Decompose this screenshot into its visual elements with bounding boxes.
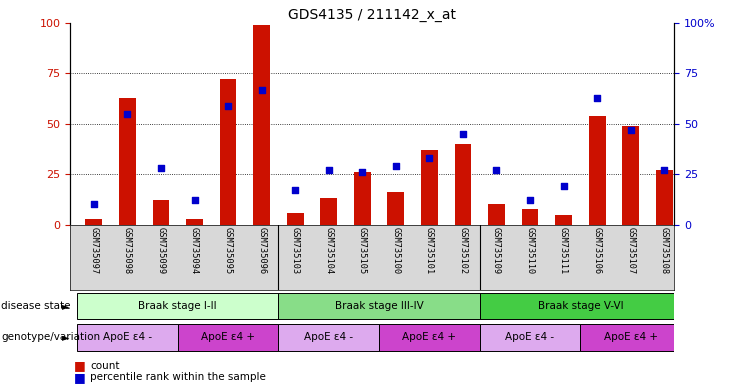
Text: GSM735107: GSM735107 <box>626 227 635 275</box>
Text: GSM735103: GSM735103 <box>290 227 299 275</box>
Point <box>88 202 100 208</box>
Text: GSM735101: GSM735101 <box>425 227 434 275</box>
Point <box>390 163 402 169</box>
Bar <box>279 324 379 351</box>
Bar <box>279 293 479 319</box>
Bar <box>421 150 438 225</box>
Text: ■: ■ <box>74 359 86 372</box>
Text: ApoE ε4 -: ApoE ε4 - <box>103 332 152 343</box>
Text: ApoE ε4 +: ApoE ε4 + <box>201 332 255 343</box>
Bar <box>153 200 170 225</box>
Bar <box>320 199 337 225</box>
Bar <box>656 170 673 225</box>
Point <box>491 167 502 173</box>
Text: GSM735108: GSM735108 <box>659 227 668 275</box>
Point <box>423 155 435 161</box>
Text: ►: ► <box>62 332 69 342</box>
Bar <box>479 293 681 319</box>
Text: GSM735098: GSM735098 <box>123 227 132 275</box>
Text: GSM735100: GSM735100 <box>391 227 400 275</box>
Text: ►: ► <box>62 301 69 311</box>
Bar <box>622 126 639 225</box>
Point <box>591 94 603 101</box>
Bar <box>388 192 405 225</box>
Bar <box>287 213 304 225</box>
Bar <box>77 324 178 351</box>
Bar <box>219 79 236 225</box>
Point <box>222 103 234 109</box>
Text: GSM735102: GSM735102 <box>459 227 468 275</box>
Point <box>524 197 536 204</box>
Text: GSM735109: GSM735109 <box>492 227 501 275</box>
Text: percentile rank within the sample: percentile rank within the sample <box>90 372 266 382</box>
Bar <box>354 172 370 225</box>
Point <box>457 131 469 137</box>
Bar <box>488 205 505 225</box>
Text: Braak stage III-IV: Braak stage III-IV <box>335 301 423 311</box>
Text: ApoE ε4 +: ApoE ε4 + <box>604 332 658 343</box>
Text: Braak stage I-II: Braak stage I-II <box>139 301 217 311</box>
Bar <box>555 215 572 225</box>
Point <box>558 183 570 189</box>
Text: GSM735096: GSM735096 <box>257 227 266 275</box>
Bar <box>253 25 270 225</box>
Bar <box>85 218 102 225</box>
Point <box>256 86 268 93</box>
Text: ApoE ε4 -: ApoE ε4 - <box>304 332 353 343</box>
Bar <box>379 324 479 351</box>
Title: GDS4135 / 211142_x_at: GDS4135 / 211142_x_at <box>288 8 456 22</box>
Text: GSM735110: GSM735110 <box>525 227 534 275</box>
Text: ■: ■ <box>74 371 86 384</box>
Point <box>189 197 201 204</box>
Bar <box>589 116 605 225</box>
Text: Braak stage V-VI: Braak stage V-VI <box>537 301 623 311</box>
Point <box>658 167 670 173</box>
Text: ApoE ε4 -: ApoE ε4 - <box>505 332 554 343</box>
Text: ApoE ε4 +: ApoE ε4 + <box>402 332 456 343</box>
Point <box>323 167 335 173</box>
Point <box>155 165 167 171</box>
Text: GSM735097: GSM735097 <box>90 227 99 275</box>
Bar <box>454 144 471 225</box>
Point <box>289 187 301 194</box>
Text: GSM735111: GSM735111 <box>559 227 568 275</box>
Bar <box>522 209 539 225</box>
Bar <box>186 218 203 225</box>
Text: GSM735105: GSM735105 <box>358 227 367 275</box>
Text: count: count <box>90 361 120 371</box>
Bar <box>580 324 681 351</box>
Bar <box>479 324 580 351</box>
Point <box>625 127 637 133</box>
Bar <box>119 98 136 225</box>
Text: GSM735104: GSM735104 <box>325 227 333 275</box>
Text: GSM735099: GSM735099 <box>156 227 165 275</box>
Text: genotype/variation: genotype/variation <box>1 332 101 342</box>
Text: GSM735094: GSM735094 <box>190 227 199 275</box>
Text: GSM735095: GSM735095 <box>224 227 233 275</box>
Text: disease state: disease state <box>1 301 71 311</box>
Bar <box>178 324 279 351</box>
Point <box>122 111 133 117</box>
Point <box>356 169 368 175</box>
Bar <box>77 293 279 319</box>
Text: GSM735106: GSM735106 <box>593 227 602 275</box>
